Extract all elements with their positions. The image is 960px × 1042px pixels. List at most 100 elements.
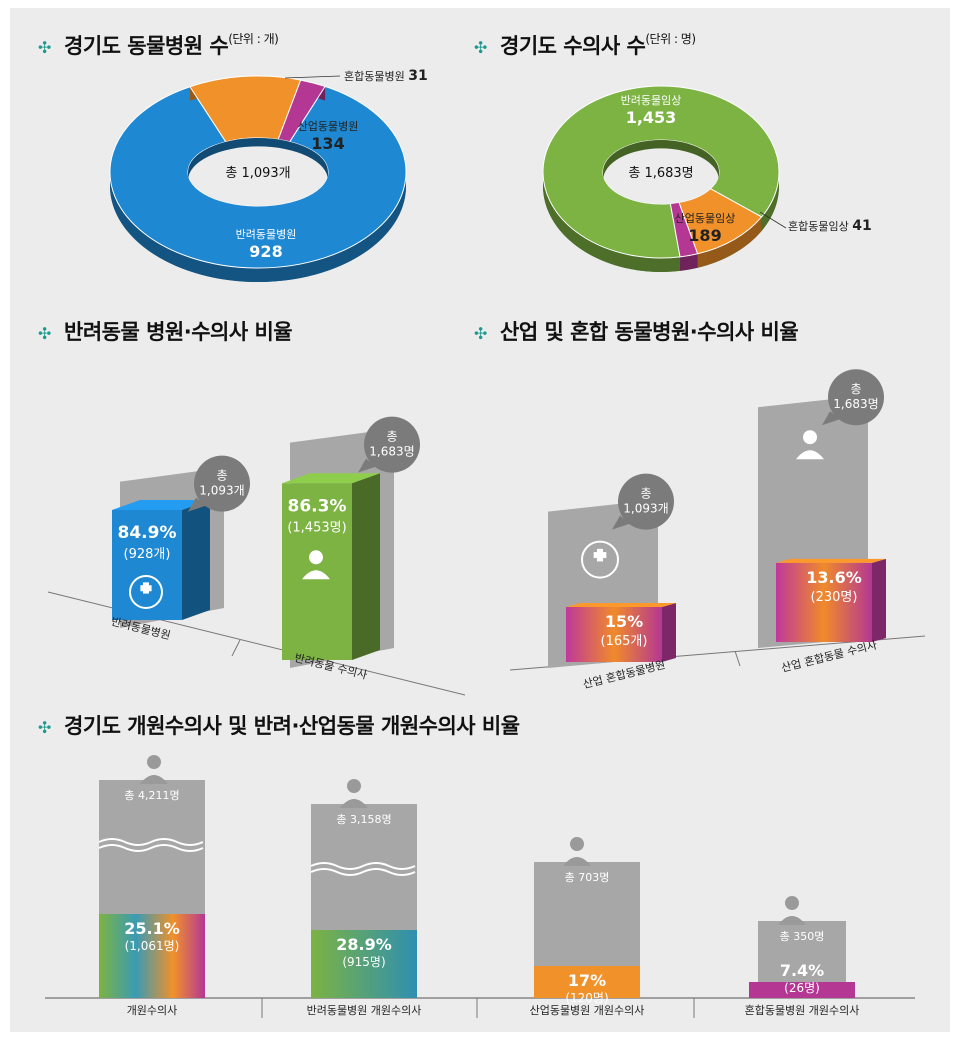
vet-body-icon	[302, 570, 330, 580]
total-label: 1,683명	[833, 397, 878, 411]
donut-hole	[603, 140, 719, 204]
slice-name: 반려동물병원	[236, 228, 297, 241]
total-label: 총	[386, 430, 397, 444]
slice-label: 혼합동물임상 41	[788, 218, 872, 234]
total-label: 1,683명	[369, 445, 414, 459]
slice-value: 189	[688, 226, 721, 245]
vet-head-icon	[785, 896, 799, 910]
section-title-text: 경기도 수의사 수	[500, 34, 646, 58]
section-title-vet-count: ✣ 경기도 수의사 수(단위 : 명)	[474, 30, 696, 60]
bar-chart-companion-ratio: 84.9%(928개)총1,093개반려동물병원86.3%(1,453명)총1,…	[47, 416, 466, 696]
break-mark	[310, 868, 416, 876]
unit-label: (단위 : 개)	[228, 32, 279, 46]
donut-center-label: 총 1,683명	[628, 166, 693, 181]
count-label: (1,061명)	[125, 939, 180, 953]
value-label: 84.9%	[118, 523, 177, 543]
total-label: 1,093개	[199, 484, 244, 498]
section-title-text: 경기도 개원수의사 및 반려·산업동물 개원수의사 비율	[64, 714, 520, 738]
bar-side	[182, 499, 210, 620]
value-bar	[112, 509, 182, 620]
bubble-tail	[612, 515, 630, 530]
count-label: (928개)	[124, 547, 171, 562]
cross-horizontal	[140, 585, 152, 592]
value-label: 7.4%	[780, 961, 824, 980]
donut-slice-side	[680, 253, 698, 271]
value-label: 17%	[568, 971, 606, 990]
baseline	[47, 591, 466, 696]
value-label: 28.9%	[336, 935, 392, 954]
bullet-icon: ✣	[474, 38, 487, 57]
bubble-tail	[822, 411, 840, 426]
count-label: (26명)	[784, 981, 820, 995]
total-label: 1,093개	[623, 502, 668, 516]
baseline-divider	[734, 650, 741, 667]
value-bar	[776, 562, 872, 642]
leader-line	[284, 75, 341, 79]
category-label: 반려동물병원 개원수의사	[307, 1004, 422, 1017]
bullet-icon: ✣	[474, 324, 487, 343]
slice-label: 혼합동물병원 31	[344, 68, 428, 84]
donut-hole	[188, 138, 328, 206]
break-mark	[98, 838, 204, 846]
count-label: (1,453명)	[287, 520, 346, 535]
total-bubble	[828, 369, 884, 426]
count-label: (165개)	[601, 634, 648, 649]
section-title-hospital-count: ✣ 경기도 동물병원 수(단위 : 개)	[38, 30, 279, 60]
value-label: 13.6%	[806, 568, 862, 587]
category-label: 혼합동물병원 개원수의사	[745, 1004, 860, 1017]
total-label: 총 703명	[565, 871, 610, 884]
vet-head-icon	[803, 430, 817, 445]
bullet-icon: ✣	[38, 324, 51, 343]
bar-side	[352, 473, 380, 660]
value-bar	[311, 930, 417, 998]
break-mark	[310, 862, 416, 870]
bubble-tail	[358, 458, 376, 473]
total-bubble	[364, 416, 420, 473]
vet-head-icon	[347, 779, 361, 793]
bar-top	[566, 603, 676, 608]
total-label: 총 3,158명	[336, 813, 391, 826]
hospital-cross-icon	[581, 540, 619, 579]
total-label: 총	[216, 469, 227, 483]
cross-horizontal	[593, 552, 607, 559]
count-label: (230명)	[811, 590, 858, 605]
value-label: 25.1%	[124, 919, 180, 938]
total-label: 총 4,211명	[124, 789, 179, 802]
total-label: 총	[640, 487, 651, 501]
bullet-icon: ✣	[38, 38, 51, 57]
total-bubble	[194, 455, 250, 512]
vet-body-icon	[778, 916, 806, 925]
unit-label: (단위 : 명)	[645, 32, 696, 46]
hospital-cross-icon	[129, 574, 163, 609]
vet-body-icon	[796, 450, 824, 460]
section-title-companion-ratio: ✣ 반려동물 병원·수의사 비율	[38, 316, 293, 346]
bar-top	[112, 499, 210, 510]
value-bar	[566, 607, 662, 662]
slice-name: 반려동물임상	[621, 94, 682, 107]
slice-value: 31	[408, 68, 427, 84]
baseline-divider	[231, 639, 241, 657]
section-title-industry-ratio: ✣ 산업 및 혼합 동물병원·수의사 비율	[474, 316, 799, 346]
vet-body-icon	[340, 799, 368, 808]
vet-body-icon	[563, 857, 591, 866]
total-label: 총	[850, 382, 861, 396]
bar-side	[872, 558, 886, 642]
slice-value: 928	[249, 242, 282, 261]
value-bar	[749, 982, 855, 998]
slice-name: 산업동물임상	[675, 212, 736, 225]
section-title-text: 산업 및 혼합 동물병원·수의사 비율	[500, 320, 799, 344]
leader-line	[759, 211, 787, 229]
vet-head-icon	[309, 550, 323, 565]
vet-body-icon	[140, 775, 168, 784]
vet-head-icon	[570, 837, 584, 851]
slice-value: 1,453	[626, 108, 677, 127]
bullet-icon: ✣	[38, 718, 51, 737]
slice-value: 41	[852, 218, 871, 234]
slice-value: 134	[311, 134, 344, 153]
donut-inner-wall	[188, 138, 328, 181]
section-title-text: 경기도 동물병원 수	[64, 34, 229, 58]
